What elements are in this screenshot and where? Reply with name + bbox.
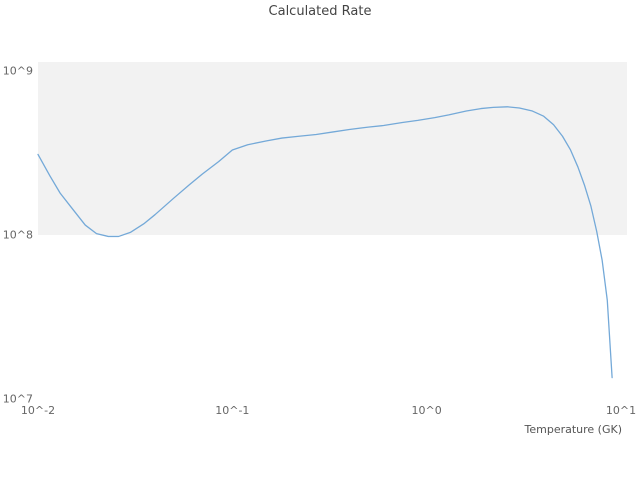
x-tick-label: 10^-2	[21, 404, 55, 417]
x-tick-label: 10^0	[412, 404, 442, 417]
x-axis-label: Temperature (GK)	[524, 423, 623, 436]
y-tick-label: 10^8	[3, 229, 33, 242]
chart-title: Calculated Rate	[268, 4, 372, 19]
y-tick-label: 10^9	[3, 65, 33, 78]
y-tick-label: 10^7	[3, 393, 33, 406]
log-decade-band	[38, 62, 627, 235]
x-tick-label: 10^-1	[215, 404, 249, 417]
rate-line	[37, 106, 613, 379]
x-tick-label: 10^1	[606, 404, 636, 417]
